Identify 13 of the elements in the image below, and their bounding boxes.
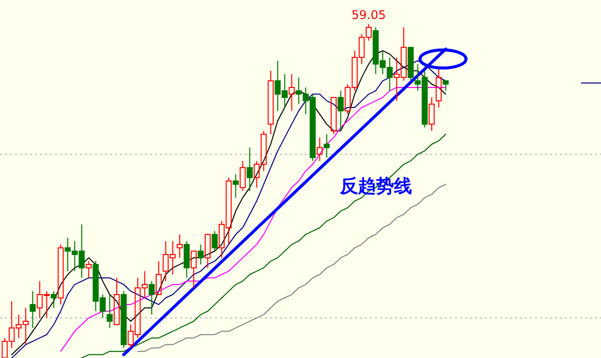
- candlestick: [268, 70, 274, 135]
- candlestick: [50, 290, 57, 308]
- text: 59.05: [352, 8, 386, 22]
- candlestick: [30, 290, 36, 328]
- candlestick: [86, 260, 92, 278]
- candlestick: [184, 240, 190, 278]
- annotation: 反趋势线: [339, 176, 412, 197]
- candlestick: [288, 74, 295, 112]
- candlestick: [324, 134, 330, 158]
- candlestick: [176, 234, 183, 258]
- candlestick: [120, 290, 127, 348]
- candlestick: [148, 280, 155, 316]
- candlestick: [246, 147, 253, 192]
